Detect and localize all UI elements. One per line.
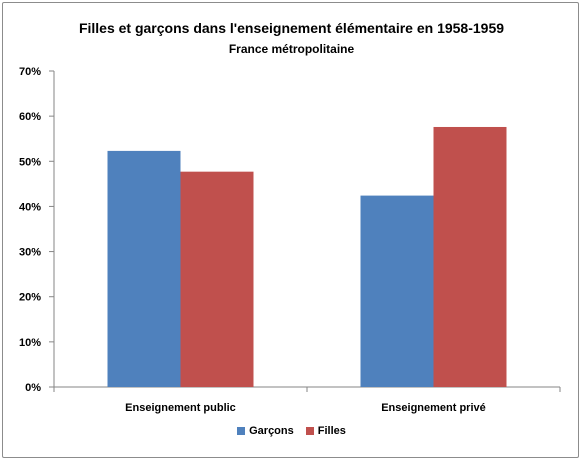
y-tick-label: 30% (19, 247, 41, 259)
x-tick-label: Enseignement public (125, 402, 236, 414)
legend-item-filles: Filles (305, 425, 346, 437)
bar-filles (433, 126, 507, 387)
chart-title: Filles et garçons dans l'enseignement él… (78, 20, 505, 36)
y-tick-label: 50% (19, 156, 41, 168)
bar-garcons (107, 150, 181, 387)
y-tick-label: 20% (19, 292, 41, 304)
legend-swatch-filles (305, 427, 314, 435)
legend-label-garcons: Garçons (249, 425, 294, 437)
legend-item-garcons: Garçons (237, 425, 294, 437)
legend-swatch-garcons (237, 427, 246, 435)
y-tick-label: 10% (19, 337, 41, 349)
x-tick-label: Enseignement privé (381, 402, 486, 414)
y-tick-label: 40% (19, 201, 41, 213)
chart-subtitle: France métropolitaine (228, 42, 355, 56)
bar-garcons (360, 195, 434, 387)
legend-label-filles: Filles (317, 425, 346, 437)
legend: Garçons Filles (0, 425, 583, 437)
y-tick-label: 60% (19, 111, 41, 123)
y-tick-label: 0% (25, 382, 41, 394)
y-tick-label: 70% (19, 66, 41, 78)
bar-filles (180, 171, 254, 387)
